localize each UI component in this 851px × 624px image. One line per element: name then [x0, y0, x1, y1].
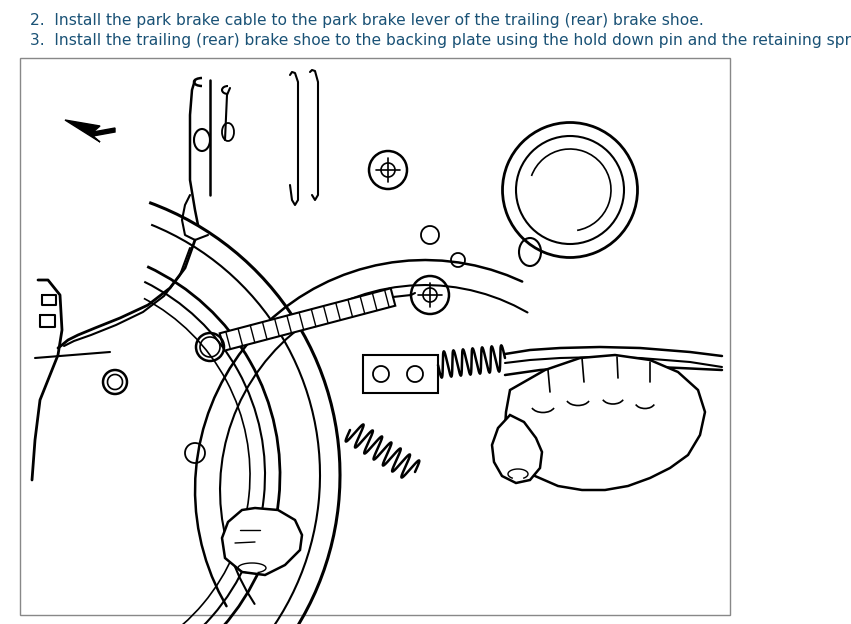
Polygon shape	[363, 355, 438, 393]
Text: 3.  Install the trailing (rear) brake shoe to the backing plate using the hold d: 3. Install the trailing (rear) brake sho…	[30, 33, 851, 48]
Polygon shape	[492, 415, 542, 483]
Polygon shape	[505, 355, 705, 490]
Polygon shape	[220, 288, 396, 351]
Polygon shape	[222, 508, 302, 575]
Polygon shape	[65, 120, 115, 142]
Bar	[20, 58, 730, 615]
Text: 2.  Install the park brake cable to the park brake lever of the trailing (rear) : 2. Install the park brake cable to the p…	[30, 13, 704, 28]
